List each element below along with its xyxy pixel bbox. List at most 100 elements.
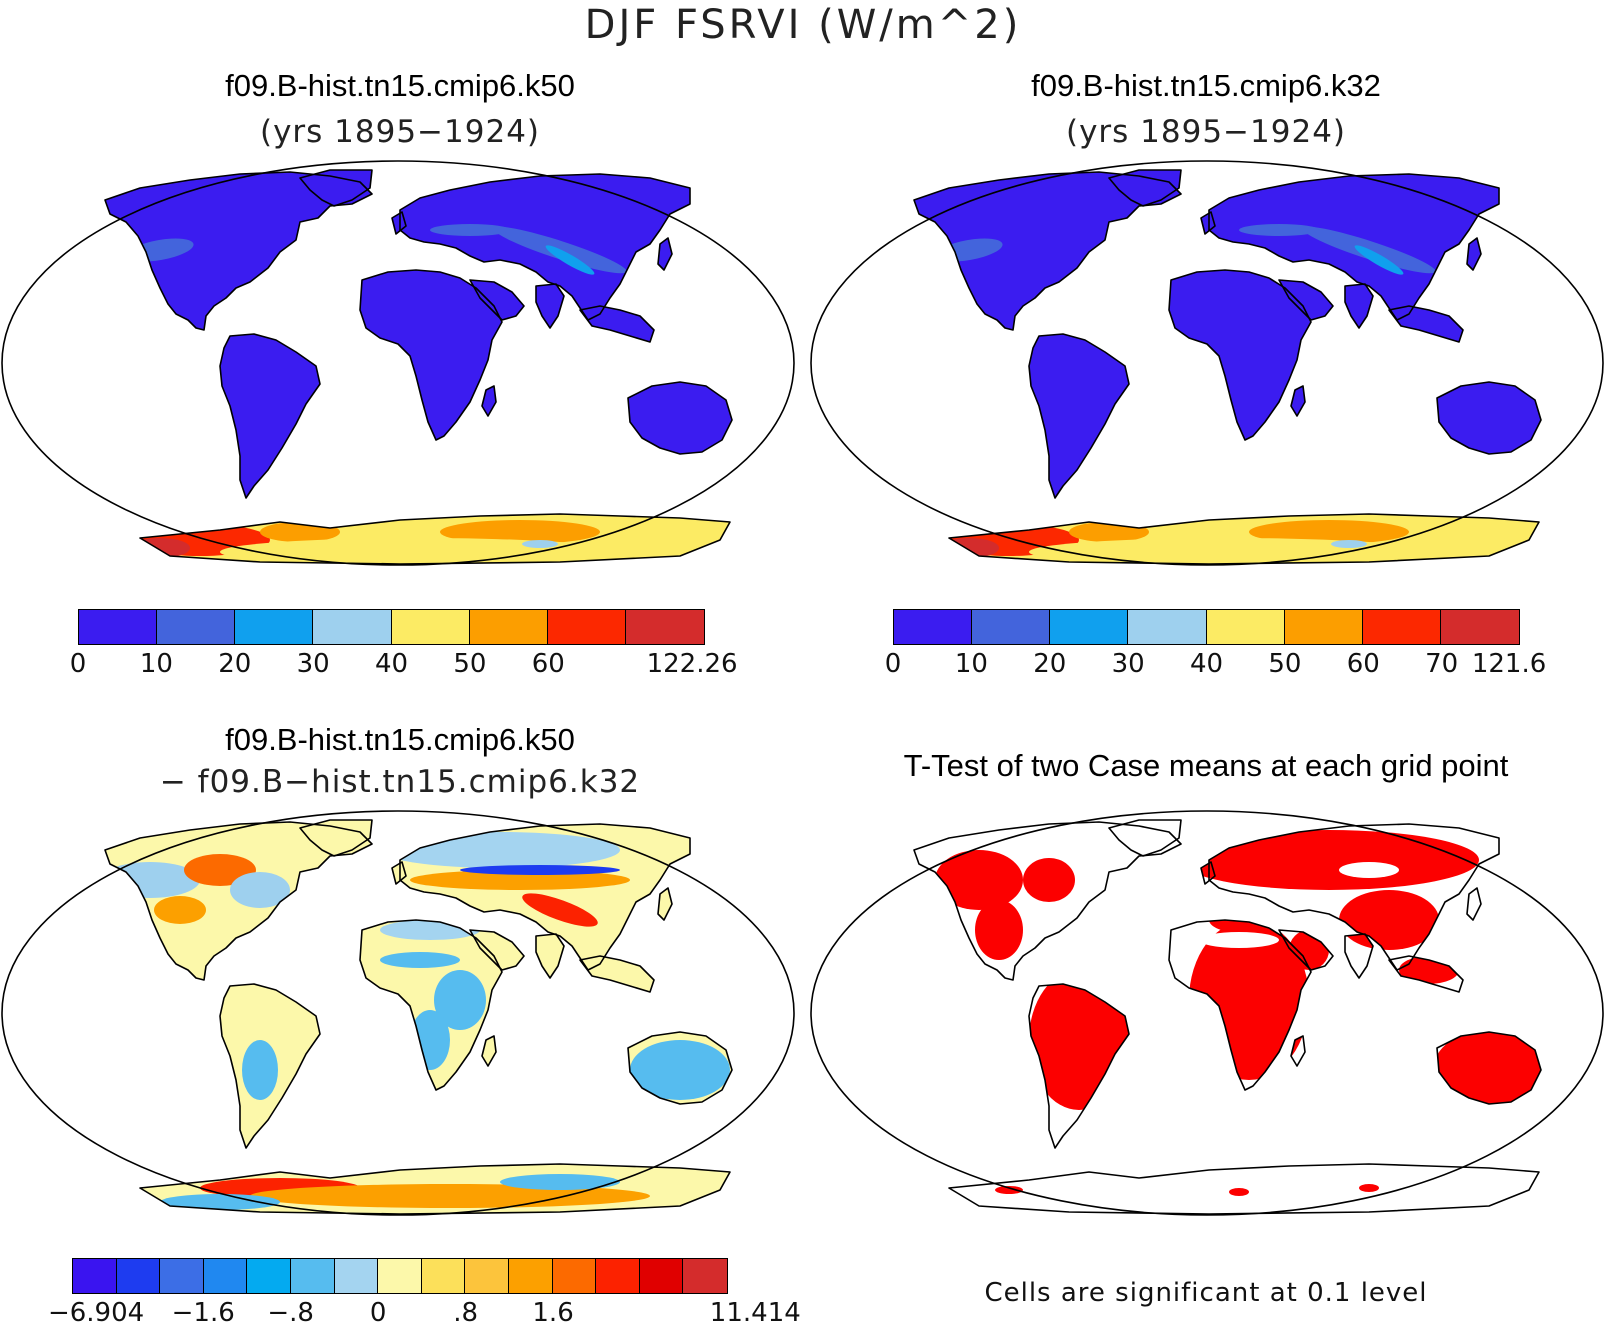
coastline-samerica	[219, 983, 321, 1149]
coastline-greenland	[299, 169, 373, 207]
coastline-namerica	[913, 171, 1182, 331]
map-border	[810, 810, 1604, 1216]
colorbar-tick-label: 50	[1268, 649, 1302, 679]
colorbar-box-9	[465, 1259, 509, 1293]
colorbar-box-13	[639, 1259, 684, 1293]
coastline-arabia	[1278, 929, 1334, 971]
coastline-arabia	[1278, 279, 1334, 321]
colorbar-box-5	[1284, 610, 1363, 644]
coastline-japan	[657, 887, 673, 921]
colorbar-tick-label: 0	[369, 1298, 387, 1328]
land-greenland	[300, 820, 372, 856]
colorbar-tick-label: 30	[296, 649, 330, 679]
land-japan	[1467, 238, 1481, 270]
coastline-india	[1344, 933, 1374, 979]
colorbar-tick-label: 60	[1346, 649, 1380, 679]
colorbar-tick-label: 0	[884, 649, 902, 679]
land-africa	[360, 270, 502, 440]
land-samerica	[1029, 334, 1129, 498]
coastline-namerica	[104, 171, 373, 331]
panel-4-map	[810, 810, 1604, 1216]
coastline-samerica	[1028, 333, 1130, 499]
coastline-madagascar	[481, 385, 497, 417]
colorbar-tick-label: 0	[69, 649, 87, 679]
coastline-namerica	[104, 821, 373, 981]
colorbar-tick-label: −.8	[267, 1298, 314, 1328]
panel-1-subtitle: (yrs 1895−1924)	[259, 114, 541, 150]
map-border	[810, 160, 1604, 566]
colorbar-box-0	[79, 610, 158, 644]
colorbar-box-3	[203, 1259, 248, 1293]
land-australia	[628, 382, 732, 454]
colorbar-boxes	[72, 1258, 728, 1294]
colorbar-box-10	[508, 1259, 553, 1293]
panel-1-map	[1, 160, 795, 566]
land-namerica	[914, 172, 1181, 330]
land-africa	[1169, 270, 1311, 440]
coastline-japan	[1466, 237, 1482, 271]
coastline-japan	[1466, 887, 1482, 921]
coastline-greenland	[299, 819, 373, 857]
colorbar-boxes	[78, 609, 705, 645]
colorbar-box-4	[1206, 610, 1285, 644]
land-greenland	[300, 170, 372, 206]
coastline-arabia	[469, 929, 525, 971]
coastline-australia	[1436, 381, 1542, 455]
significance-note: Cells are significant at 0.1 level	[984, 1278, 1428, 1308]
panel-1-title: f09.B-hist.tn15.cmip6.k50	[225, 68, 575, 103]
panel-3-map	[1, 810, 795, 1216]
colorbar-tick-label: 11.414	[709, 1298, 801, 1328]
coastline-australia	[627, 1031, 733, 1105]
coastline-eurasia	[399, 173, 691, 321]
colorbar-box-5	[469, 610, 548, 644]
colorbar-tick-label: 122.26	[646, 649, 738, 679]
coastline-india	[1344, 283, 1374, 329]
coastline-uk	[1200, 211, 1216, 235]
colorbar-box-6	[547, 610, 626, 644]
coastline-madagascar	[481, 1035, 497, 1067]
colorbar-box-11	[552, 1259, 597, 1293]
shading-pattern	[935, 224, 1436, 564]
coastline-arabia	[469, 279, 525, 321]
land-samerica	[220, 334, 320, 498]
colorbar-box-0	[894, 610, 973, 644]
colorbar-box-1	[157, 610, 236, 644]
coastline-africa	[359, 919, 503, 1091]
colorbar-tick-label: 10	[139, 649, 173, 679]
map-border	[1, 160, 795, 566]
colorbar-tick-label: 60	[531, 649, 565, 679]
coastline-australia	[627, 381, 733, 455]
colorbar-box-6	[1362, 610, 1441, 644]
land-australia	[1437, 382, 1541, 454]
panel-3-title: f09.B-hist.tn15.cmip6.k50	[225, 722, 575, 757]
coastline-uk	[1200, 861, 1216, 885]
colorbar-box-8	[421, 1259, 466, 1293]
panel-3-subtitle: − f09.B−hist.tn15.cmip6.k32	[159, 764, 641, 800]
colorbar-box-7	[378, 1259, 422, 1293]
colorbar-tick-label: −6.904	[47, 1298, 145, 1328]
colorbar-box-4	[391, 610, 470, 644]
coastline-uk	[391, 211, 407, 235]
map-border	[1, 810, 795, 1216]
coastline-eurasia	[399, 823, 691, 971]
colorbar-tick-label: 20	[1033, 649, 1067, 679]
colorbar-box-7	[1440, 610, 1519, 644]
coastline-japan	[657, 237, 673, 271]
land-namerica	[105, 172, 372, 330]
colorbar-box-2	[1050, 610, 1129, 644]
colorbar-box-5	[290, 1259, 335, 1293]
coastline-samerica	[1028, 983, 1130, 1149]
land-greenland	[1109, 820, 1181, 856]
panel-2-title: f09.B-hist.tn15.cmip6.k32	[1031, 68, 1381, 103]
colorbar-box-3	[1128, 610, 1207, 644]
land-arabia	[470, 930, 524, 970]
panel-2-subtitle: (yrs 1895−1924)	[1065, 114, 1347, 150]
colorbar-box-1	[116, 1259, 161, 1293]
colorbar-box-6	[334, 1259, 379, 1293]
colorbar-tick-label: 30	[1111, 649, 1145, 679]
coastline-australia	[1436, 1031, 1542, 1105]
land-arabia	[1279, 280, 1333, 320]
coastline-greenland	[1108, 819, 1182, 857]
colorbar-tick-label: 10	[954, 649, 988, 679]
panel-2-map	[810, 160, 1604, 566]
